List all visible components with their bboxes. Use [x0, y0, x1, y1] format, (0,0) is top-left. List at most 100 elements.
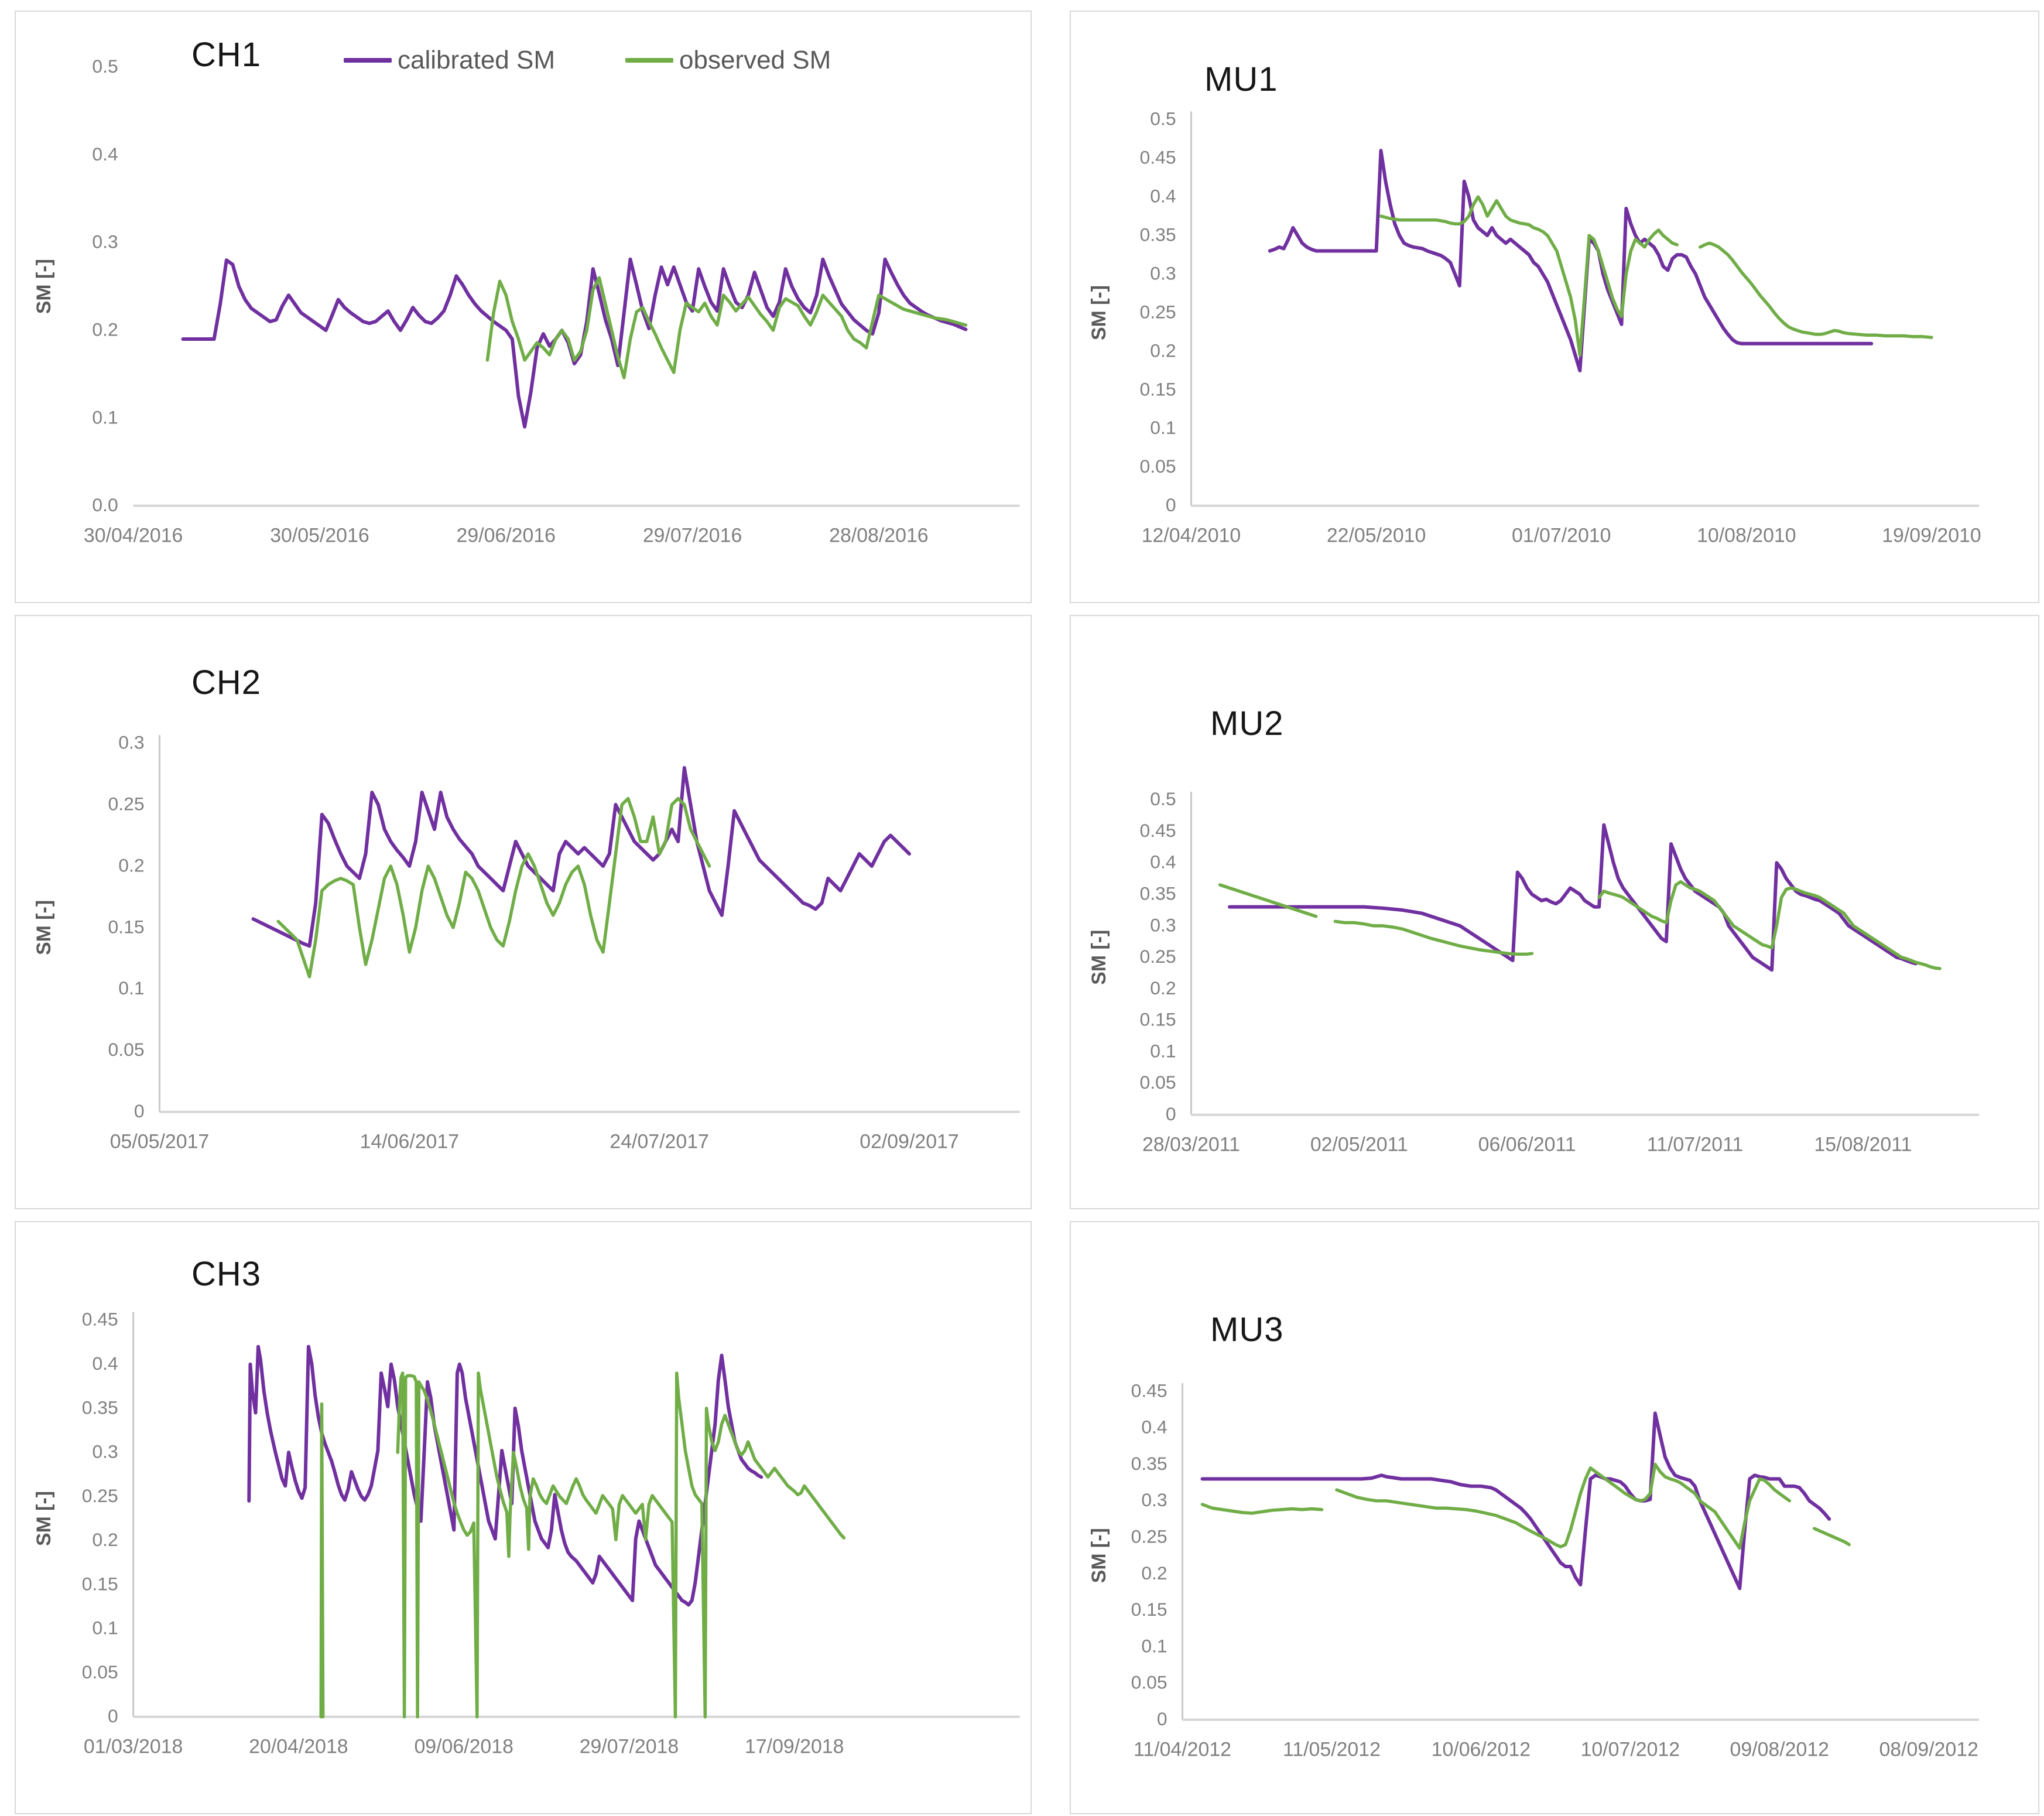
y-axis-title: SM [-] — [33, 259, 55, 314]
x-tick-label: 14/06/2017 — [360, 1130, 459, 1152]
legend-label-observed: observed SM — [679, 46, 831, 74]
series-observed-line — [1333, 919, 1534, 956]
y-tick-label: 0.35 — [1140, 224, 1176, 245]
y-tick-label: 0.5 — [1150, 108, 1176, 129]
y-tick-label: 0.45 — [1140, 820, 1176, 841]
panel-title-mu2: MU2 — [1210, 704, 1284, 743]
y-axis-title: SM [-] — [33, 900, 55, 955]
y-tick-label: 0.25 — [1131, 1526, 1167, 1547]
x-tick-label: 20/04/2018 — [249, 1735, 348, 1757]
y-tick-label: 0.4 — [1141, 1417, 1167, 1438]
y-tick-label: 0.2 — [1150, 340, 1176, 361]
y-tick-label: 0.15 — [82, 1573, 118, 1594]
y-axis-title: SM [-] — [33, 1491, 55, 1546]
chart-canvas-mu2: 0 0.05 0.1 0.15 0.2 0.25 0.3 0.35 0.4 0.45 0.5 28/0… — [1088, 788, 1980, 1155]
legend-label-calibrated: calibrated SM — [398, 46, 556, 74]
y-tick-label: 0.25 — [1140, 946, 1176, 967]
y-tick-label: 0 — [1157, 1708, 1167, 1729]
y-tick-label: 0.3 — [1141, 1489, 1167, 1510]
y-tick-label: 0.05 — [1140, 1072, 1176, 1093]
y-tick-label: 0.15 — [1140, 378, 1176, 399]
y-tick-label: 0 — [134, 1100, 145, 1121]
series-calibrated-line — [1268, 149, 1874, 372]
y-axis-title: SM [-] — [1088, 285, 1110, 340]
series-calibrated-line — [251, 766, 911, 948]
series-observed-line — [1335, 1462, 1792, 1550]
series-observed-line — [1218, 883, 1318, 918]
y-tick-label: 0.2 — [118, 854, 144, 875]
panel-mu1: MU1 0 0.05 0.1 0.15 0.2 0.25 0.3 0.35 0.4 0.45 0.5… — [1070, 11, 2039, 603]
y-tick-label: 0.15 — [1140, 1009, 1176, 1030]
panel-ch1: CH1 calibrated SM observed SM 0.0 0.1 0.2 0… — [15, 11, 1032, 603]
legend-item-observed: observed SM — [625, 46, 831, 75]
panel-title-mu3: MU3 — [1210, 1311, 1284, 1349]
chart-canvas-ch1: 0.0 0.1 0.2 0.3 0.4 0.5 30/04/2016 30/05/2016 29… — [33, 56, 1020, 546]
chart-canvas-mu1: 0 0.05 0.1 0.15 0.2 0.25 0.3 0.35 0.4 0.45 0.5 12/0… — [1088, 108, 1981, 547]
series-observed-line — [1699, 241, 1933, 339]
x-tick-label: 15/08/2011 — [1814, 1133, 1912, 1155]
y-tick-label: 0.1 — [92, 406, 118, 428]
series-observed-line — [1200, 1503, 1324, 1515]
y-tick-label: 0 — [1166, 494, 1176, 515]
x-tick-label: 30/05/2016 — [270, 524, 369, 546]
y-tick-label: 0.5 — [1150, 788, 1176, 809]
panel-title-ch3: CH3 — [191, 1255, 262, 1293]
x-tick-label: 24/07/2017 — [610, 1130, 708, 1152]
y-tick-label: 0.4 — [92, 143, 118, 165]
y-axis-title: SM [-] — [1088, 930, 1110, 985]
x-tick-label: 08/09/2012 — [1879, 1738, 1978, 1760]
y-tick-label: 0.45 — [82, 1309, 118, 1330]
x-tick-label: 29/06/2016 — [457, 524, 556, 546]
y-tick-label: 0.4 — [1150, 186, 1176, 207]
series-calibrated-line — [181, 257, 968, 429]
x-tick-label: 28/08/2016 — [829, 524, 928, 546]
series-observed-line — [396, 1371, 677, 1719]
y-tick-label: 0.1 — [1150, 417, 1176, 438]
x-tick-label: 01/03/2018 — [84, 1735, 183, 1757]
series-observed-line — [485, 276, 968, 379]
y-tick-label: 0.1 — [118, 977, 144, 998]
y-tick-label: 0.5 — [92, 56, 118, 77]
panel-title-ch1: CH1 — [191, 36, 262, 74]
x-tick-label: 05/05/2017 — [110, 1130, 209, 1152]
x-tick-label: 11/07/2011 — [1647, 1133, 1743, 1155]
y-tick-label: 0.2 — [1150, 977, 1176, 998]
panel-title-ch2: CH2 — [191, 664, 262, 702]
x-tick-label: 10/07/2012 — [1581, 1738, 1680, 1760]
x-tick-label: 12/04/2010 — [1142, 524, 1241, 546]
y-tick-label: 0.35 — [1140, 883, 1176, 904]
y-tick-label: 0.1 — [1150, 1040, 1176, 1061]
y-tick-label: 0.3 — [118, 732, 144, 753]
y-tick-label: 0.05 — [108, 1039, 145, 1060]
y-tick-label: 0.25 — [108, 793, 145, 814]
y-tick-label: 0.2 — [92, 319, 118, 340]
panel-ch2: CH2 0 0.05 0.1 0.15 0.2 0.25 0.3 05/05/2017 14/0… — [15, 615, 1032, 1209]
chart-legend: calibrated SM observed SM — [344, 46, 831, 75]
x-tick-label: 22/05/2010 — [1327, 524, 1426, 546]
y-tick-label: 0.25 — [1140, 301, 1176, 322]
series-calibrated-line — [1228, 823, 1918, 972]
x-tick-label: 29/07/2016 — [643, 524, 742, 546]
series-observed-line — [673, 1371, 707, 1719]
y-tick-label: 0.15 — [1131, 1599, 1167, 1620]
x-tick-label: 28/03/2011 — [1142, 1133, 1240, 1155]
panel-ch3: CH3 0 0.05 0.1 0.15 0.2 0.25 0.3 0.35 0.4 0.45 01/… — [15, 1221, 1032, 1814]
x-tick-label: 09/08/2012 — [1730, 1738, 1829, 1760]
series-observed-line — [276, 796, 711, 979]
x-tick-label: 11/05/2012 — [1283, 1738, 1381, 1760]
legend-swatch-observed-icon — [625, 58, 674, 63]
x-tick-label: 19/09/2010 — [1882, 524, 1981, 546]
y-tick-label: 0.3 — [1150, 914, 1176, 935]
y-tick-label: 0.2 — [92, 1529, 118, 1550]
y-tick-label: 0.3 — [1150, 262, 1176, 283]
x-tick-label: 11/04/2012 — [1134, 1738, 1231, 1760]
panel-mu2: MU2 0 0.05 0.1 0.15 0.2 0.25 0.3 0.35 0.4 0.45 0.5… — [1070, 615, 2039, 1209]
series-observed-line — [319, 1402, 325, 1719]
y-tick-label: 0.1 — [1141, 1635, 1167, 1656]
y-axis-title: SM [-] — [1088, 1528, 1110, 1583]
x-tick-label: 09/06/2018 — [414, 1735, 513, 1757]
y-tick-label: 0.05 — [1140, 456, 1176, 477]
y-tick-label: 0.05 — [1131, 1672, 1167, 1693]
y-tick-label: 0.3 — [92, 1441, 118, 1462]
